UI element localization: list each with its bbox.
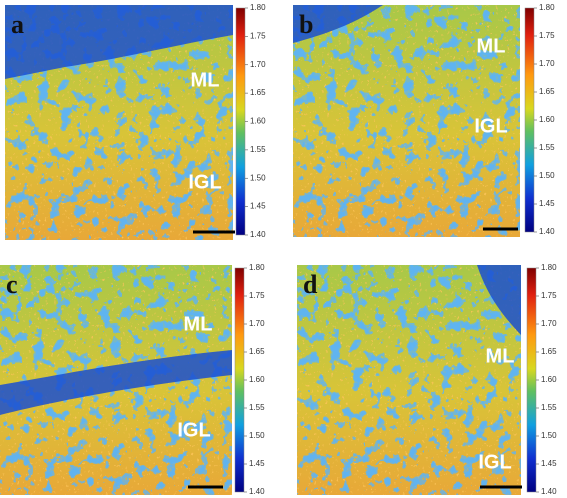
region-label: IGL [474, 115, 507, 137]
colorbar-gradient [235, 7, 246, 236]
colorbar-tick-label: 1.80 [250, 3, 266, 12]
colorbar-tick-label: 1.50 [539, 171, 555, 180]
panel: a ML IGL [5, 5, 235, 240]
colorbar-tick-label: 1.40 [541, 487, 557, 496]
region-label: IGL [478, 451, 511, 473]
colorbar: 1.80 1.75 1.70 1.65 1.60 1.55 1.50 1.45 1.40 [234, 263, 265, 496]
colorbar-tick-label: 1.50 [250, 173, 266, 182]
colorbar-tick-label: 1.55 [541, 403, 557, 412]
colorbar-tick-label: 1.45 [250, 202, 266, 211]
panel: b ML IGL [293, 5, 520, 237]
panel-letter: c [6, 270, 18, 299]
colorbar-tick-label: 1.45 [539, 199, 555, 208]
colorbar-tick-label: 1.70 [541, 319, 557, 328]
colorbar-tick-label: 1.80 [539, 3, 555, 12]
dense-region [5, 5, 233, 79]
colorbar-tick-label: 1.70 [539, 59, 555, 68]
colorbar-gradient [234, 267, 245, 493]
panel-letter: d [303, 270, 318, 299]
colorbar-tick-label: 1.55 [539, 143, 555, 152]
texture [297, 265, 521, 495]
panel: c ML IGL [0, 265, 232, 495]
colorbar-tick-label: 1.65 [541, 347, 557, 356]
colorbar-tick-label: 1.70 [249, 319, 265, 328]
region-label: ML [477, 35, 506, 57]
colorbar-tick-label: 1.70 [250, 60, 266, 69]
panel-letter: a [11, 10, 24, 39]
dense-region [0, 350, 232, 415]
colorbar-tick-label: 1.65 [249, 347, 265, 356]
colorbar-tick-label: 1.80 [541, 263, 557, 272]
panel: d ML IGL [297, 265, 522, 495]
colorbar-tick-label: 1.40 [539, 227, 555, 236]
colorbar-tick-label: 1.60 [249, 375, 265, 384]
region-label: IGL [177, 419, 210, 441]
region-label: ML [184, 313, 213, 335]
colorbar-gradient [524, 7, 535, 233]
colorbar-tick-label: 1.60 [541, 375, 557, 384]
dense-region [477, 265, 521, 335]
colorbar-tick-label: 1.75 [541, 291, 557, 300]
colorbar-tick-label: 1.45 [541, 459, 557, 468]
colorbar-tick-label: 1.60 [539, 115, 555, 124]
region-label: ML [191, 69, 220, 91]
texture [293, 5, 520, 237]
colorbar-tick-label: 1.50 [541, 431, 557, 440]
colorbar-tick-label: 1.75 [250, 31, 266, 40]
colorbar-tick-label: 1.65 [539, 87, 555, 96]
panel-letter: b [299, 10, 313, 39]
colorbar-tick-label: 1.40 [250, 230, 266, 239]
colorbar: 1.80 1.75 1.70 1.65 1.60 1.55 1.50 1.45 1.40 [526, 263, 557, 496]
region-label: ML [486, 345, 515, 367]
colorbar-tick-label: 1.45 [249, 459, 265, 468]
colorbar-tick-label: 1.80 [249, 263, 265, 272]
colorbar: 1.80 1.75 1.70 1.65 1.60 1.55 1.50 1.45 1.40 [235, 3, 266, 239]
colorbar-gradient [526, 267, 537, 493]
colorbar-tick-label: 1.65 [250, 88, 266, 97]
colorbar: 1.80 1.75 1.70 1.65 1.60 1.55 1.50 1.45 1.40 [524, 3, 555, 236]
region-label: IGL [188, 171, 221, 193]
colorbar-tick-label: 1.55 [250, 145, 266, 154]
colorbar-tick-label: 1.50 [249, 431, 265, 440]
colorbar-tick-label: 1.40 [249, 487, 265, 496]
colorbar-tick-label: 1.60 [250, 117, 266, 126]
dense-region [293, 5, 383, 43]
colorbar-tick-label: 1.75 [249, 291, 265, 300]
colorbar-tick-label: 1.75 [539, 31, 555, 40]
colorbar-tick-label: 1.55 [249, 403, 265, 412]
